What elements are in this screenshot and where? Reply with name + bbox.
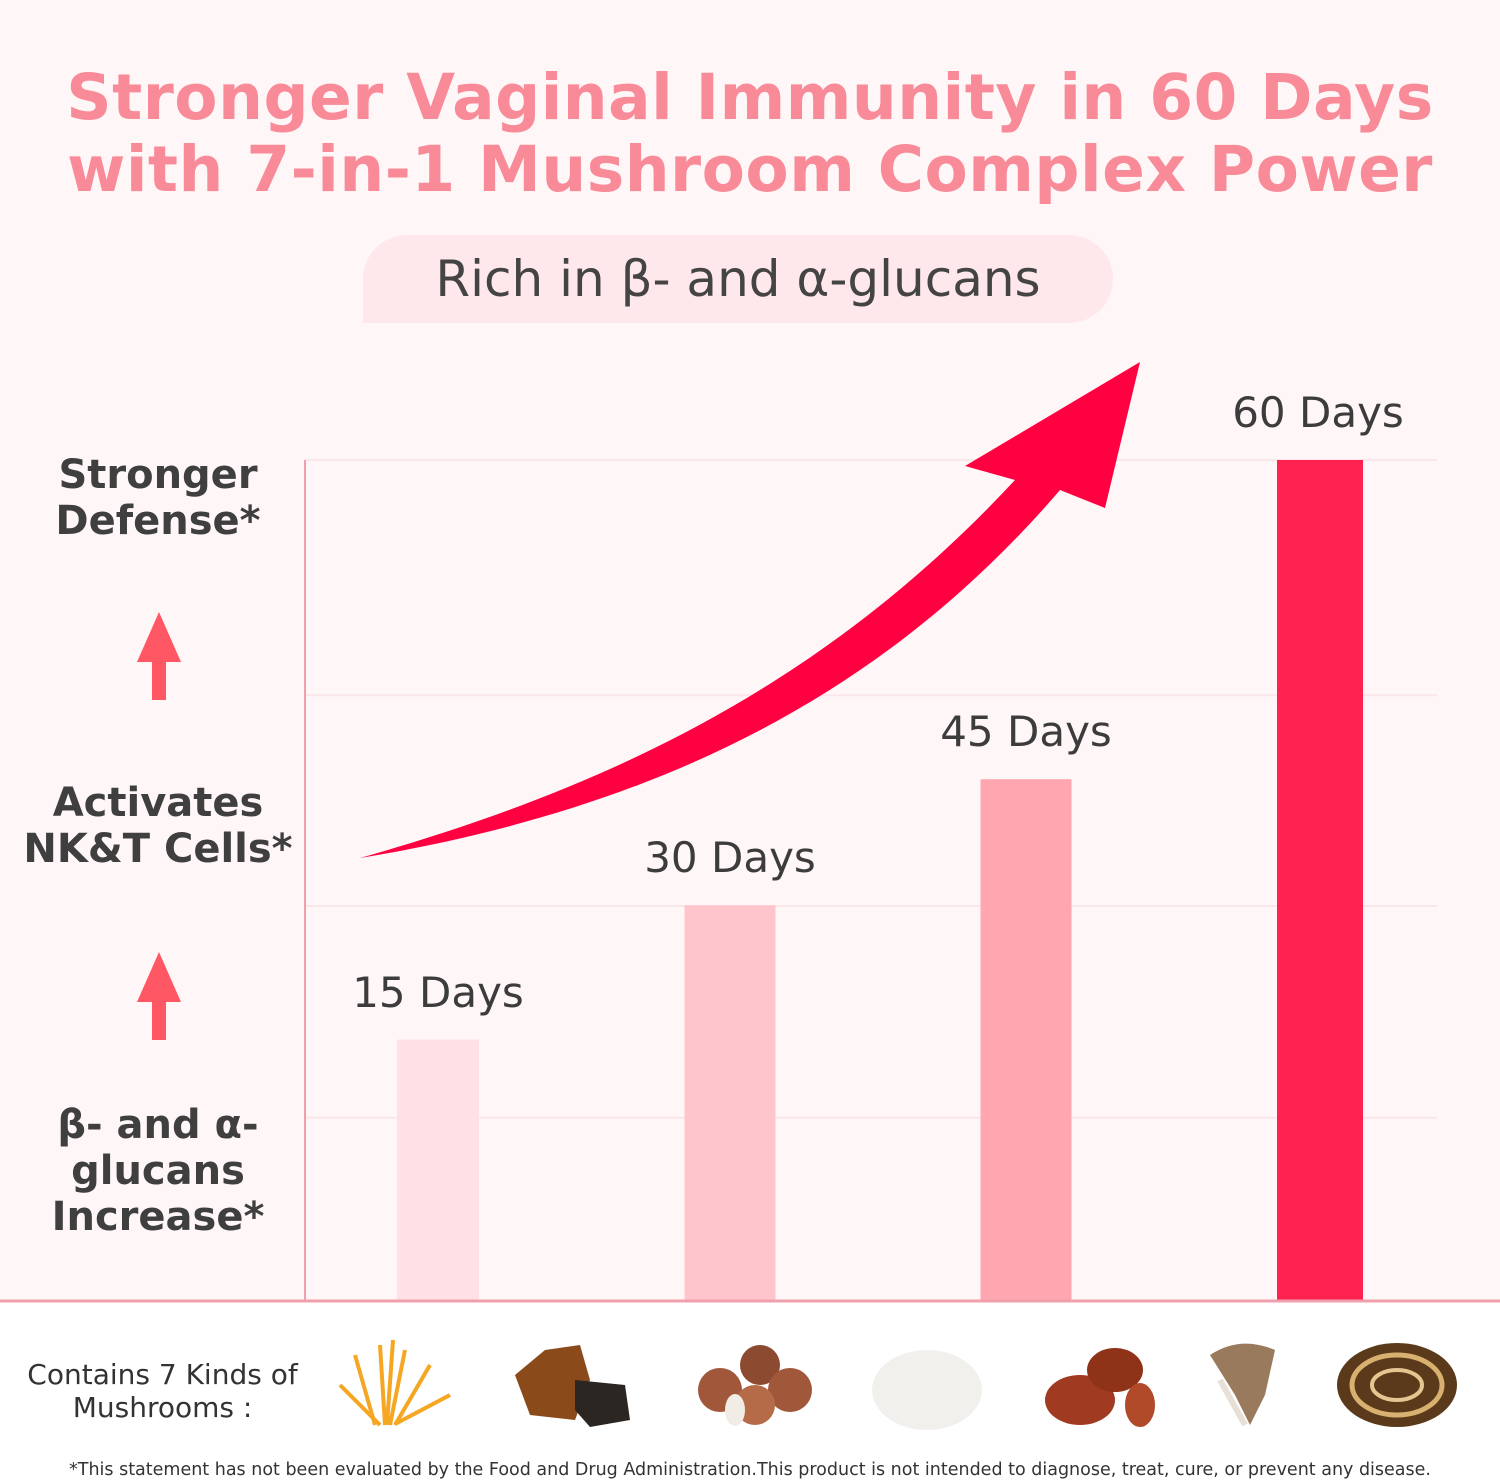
up-arrow-icon	[137, 952, 181, 1040]
reishi-mushroom-icon	[1045, 1348, 1155, 1427]
label-line: glucans	[71, 1148, 245, 1194]
shiitake-mushroom-icon	[698, 1345, 812, 1426]
subtitle-pill	[363, 235, 1113, 323]
title-line-2: with 7-in-1 Mushroom Complex Power	[67, 133, 1433, 206]
bar-chart	[0, 362, 1500, 1303]
bar-label: 15 Days	[352, 967, 524, 1017]
label-line: Defense*	[55, 498, 261, 544]
bar-30-days	[684, 905, 776, 1300]
contains-line-1: Contains 7 Kinds of	[27, 1358, 298, 1391]
bar-label: 30 Days	[644, 833, 816, 883]
title-line-1: Stronger Vaginal Immunity in 60 Days	[66, 61, 1434, 134]
turkey-tail-mushroom-icon	[1337, 1343, 1457, 1427]
contains-label: Contains 7 Kinds of Mushrooms :	[20, 1358, 305, 1424]
fda-disclaimer: *This statement has not been evaluated b…	[69, 1460, 1431, 1480]
subtitle: Rich in β- and α-glucans	[435, 250, 1041, 308]
label-line: Stronger	[58, 452, 258, 498]
cordyceps-mushroom-icon	[338, 1339, 451, 1427]
trend-arrow-icon	[360, 362, 1140, 858]
contains-line-2: Mushrooms :	[72, 1391, 253, 1424]
bar-45-days	[980, 779, 1072, 1300]
bar-label: 45 Days	[940, 707, 1112, 757]
label-line: β- and α-	[57, 1102, 259, 1148]
label-line: Activates	[52, 780, 264, 826]
chaga-mushroom-icon	[515, 1345, 630, 1427]
y-label-glucans-increase: β- and α- glucans Increase*	[0, 1102, 316, 1240]
bar-15-days	[397, 1039, 479, 1300]
lions-mane-mushroom-icon	[872, 1350, 982, 1430]
y-label-activates-cells: Activates NK&T Cells*	[0, 780, 316, 872]
page-title: Stronger Vaginal Immunity in 60 Days wit…	[0, 62, 1500, 206]
bar-label: 60 Days	[1232, 388, 1404, 437]
up-arrow-icon	[137, 612, 181, 700]
label-line: Increase*	[51, 1194, 265, 1240]
maitake-mushroom-icon	[1210, 1343, 1275, 1427]
label-line: NK&T Cells*	[23, 826, 293, 872]
y-label-stronger-defense: Stronger Defense*	[0, 452, 316, 544]
bar-60-days	[1277, 460, 1363, 1300]
